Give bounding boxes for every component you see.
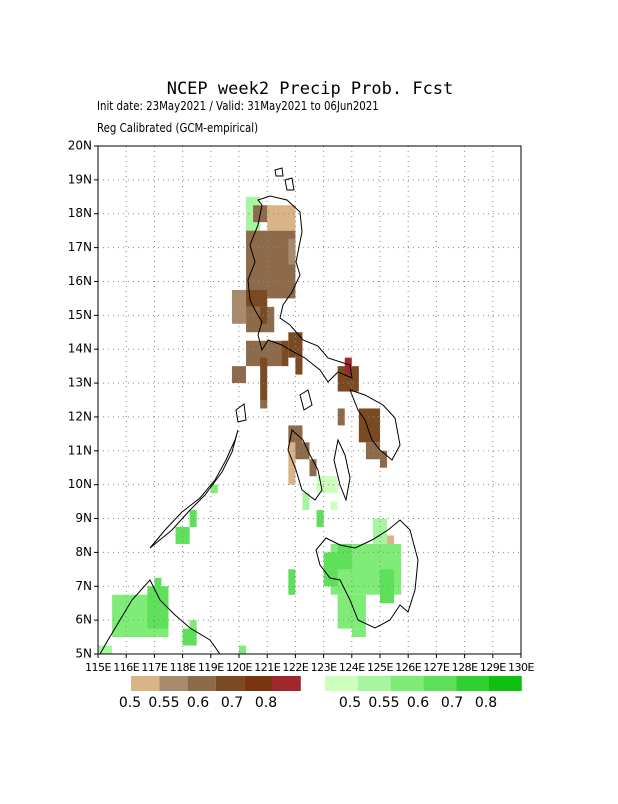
x-tick-label: 127E [423,661,449,674]
cell [288,569,296,595]
y-tick-label: 16N [68,274,92,288]
y-tick-label: 14N [68,342,92,356]
cell [288,239,296,265]
y-tick-label: 12N [68,409,92,423]
y-tick-label: 11N [68,443,92,457]
subtitle: Init date: 23May2021 / Valid: 31May2021 … [97,99,379,113]
y-tick-label: 9N [75,511,92,525]
cell [358,408,380,443]
cell [337,366,359,392]
cell [239,645,247,654]
y-tick-label: 19N [68,172,92,186]
legend-label: 0.55 [368,695,399,711]
y-tick-label: 18N [68,206,92,220]
cell [281,340,289,367]
cell [337,408,345,426]
cell [295,442,310,460]
legend-label: 0.5 [119,695,141,711]
title: NCEP week2 Precip Prob. Fcst [167,79,454,99]
legend-label: 0.55 [148,695,179,711]
x-tick-label: 124E [339,661,365,674]
note: Reg Calibrated (GCM-empirical) [97,121,258,135]
cell [182,628,197,646]
y-tick-label: 15N [68,308,92,322]
cell [302,493,310,511]
legend-swatch [131,676,160,691]
legends: 0.5 0.55 0.6 0.7 0.8 0.5 0.55 0.6 0.7 0.8 [119,676,522,711]
cell [231,366,247,384]
cell [154,577,162,595]
cell [309,459,317,477]
y-tick-label: 5N [75,647,92,661]
cell [246,230,296,299]
cell [147,586,169,629]
cell [175,527,190,544]
y-tick-label: 7N [75,579,92,593]
x-tick-label: 115E [85,661,111,674]
cell [189,620,197,629]
cell [210,484,218,494]
legend-label: 0.8 [475,695,497,711]
legend-swatch [390,676,424,691]
x-tick-label: 126E [395,661,421,674]
cell [98,645,113,654]
x-tick-label: 119E [198,661,224,674]
legend-swatch [489,676,522,691]
cell [323,552,338,587]
cell [295,357,303,375]
x-tick-label: 117E [141,661,167,674]
x-tick-label: 125E [367,661,393,674]
legend-swatch [244,676,273,691]
x-tick-label: 123E [311,661,337,674]
y-tick-label: 13N [68,376,92,390]
legend-swatch [357,676,391,691]
x-tick-label: 121E [254,661,280,674]
y-tick-label: 20N [68,139,92,153]
legend-label: 0.8 [255,695,277,711]
legend-swatch [456,676,489,691]
cell [344,357,352,375]
legend-label: 0.7 [221,695,243,711]
y-tick-label: 10N [68,477,92,491]
cell [260,357,268,400]
x-tick-label: 129E [480,661,506,674]
cell [316,510,324,527]
legend-swatch [215,676,245,691]
legend-label: 0.6 [187,695,209,711]
cell [351,628,366,638]
legend-swatch [159,676,188,691]
legend-label: 0.6 [407,695,429,711]
legend-swatch [325,676,358,691]
x-tick-label: 130E [508,661,534,674]
legend-label: 0.5 [339,695,361,711]
cell [267,205,296,231]
cell [260,400,268,409]
y-tick-label: 17N [68,240,92,254]
cell [380,569,395,604]
cell [365,442,380,460]
x-tick-label: 120E [226,661,252,674]
legend-swatch [423,676,457,691]
cell [288,442,296,468]
cell [330,501,338,511]
x-tick-label: 128E [452,661,478,674]
y-tick-label: 8N [75,545,92,559]
cell [380,450,388,468]
y-tick-label: 6N [75,613,92,627]
x-tick-label: 116E [113,661,139,674]
legend-swatch [187,676,216,691]
probability-cells [98,196,402,654]
cell [387,535,395,544]
cell [337,543,352,570]
plot-frame [97,145,522,655]
x-tick-label: 122E [282,661,308,674]
coastline [99,167,419,655]
legend-swatch [272,676,301,691]
legend-label: 0.7 [441,695,463,711]
x-tick-label: 118E [170,661,196,674]
cell [288,467,296,485]
